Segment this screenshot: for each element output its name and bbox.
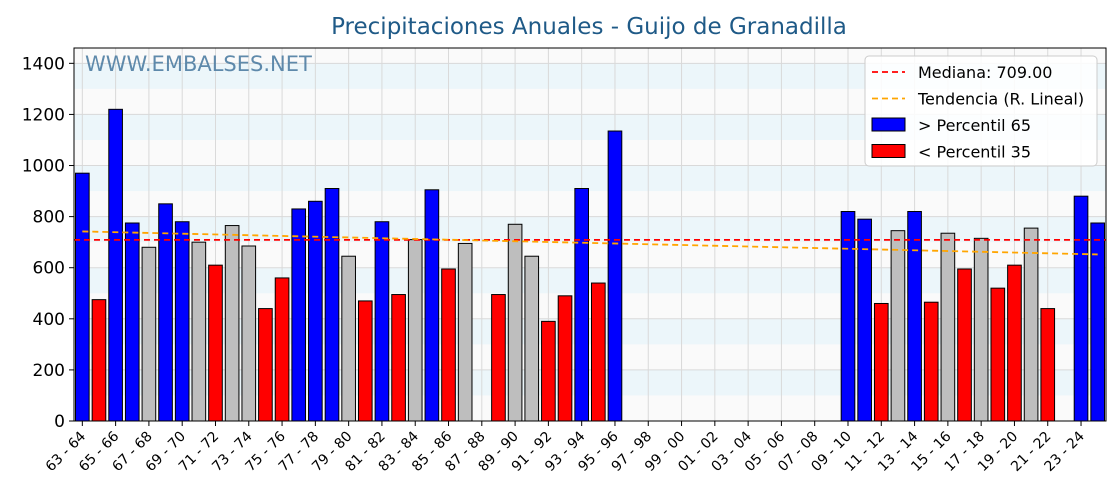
- bar-68-69: [158, 203, 173, 422]
- legend-label-median: Mediana: 709.00: [918, 63, 1052, 82]
- legend-box: [864, 55, 1098, 167]
- bar-94-95: [590, 282, 606, 422]
- bar-23-24: [1073, 195, 1089, 422]
- legend-label-trend: Tendencia (R. Lineal): [917, 90, 1084, 109]
- bar-64-65: [91, 299, 107, 422]
- bar-09-10: [840, 211, 856, 422]
- bar-15-16: [940, 232, 956, 422]
- bar-86-87: [457, 242, 473, 422]
- y-tick-label: 400: [33, 310, 65, 330]
- legend-label-high: > Percentil 65: [918, 116, 1031, 135]
- bar-67-68: [141, 246, 157, 422]
- bar-80-81: [357, 300, 373, 422]
- y-tick-label: 1000: [22, 157, 65, 177]
- y-tick-label: 1400: [22, 54, 65, 74]
- bar-91-92: [541, 320, 556, 422]
- y-tick-label: 1200: [22, 105, 65, 125]
- bar-16-17: [957, 268, 972, 422]
- bar-79-80: [341, 255, 356, 422]
- chart-title: Precipitaciones Anuales - Guijo de Grana…: [331, 14, 847, 40]
- bar-74-75: [258, 308, 273, 422]
- bar-20-21: [1023, 227, 1039, 422]
- legend-swatch-low: [871, 144, 906, 158]
- legend-swatch-high: [871, 117, 906, 132]
- bar-70-71: [191, 241, 207, 422]
- bar-24-25: [1090, 222, 1106, 422]
- watermark: WWW.EMBALSES.NET: [85, 52, 312, 76]
- bar-19-20: [1007, 264, 1022, 422]
- bar-85-86: [441, 268, 456, 422]
- y-tick-label: 800: [33, 208, 65, 228]
- bar-75-76: [274, 277, 290, 422]
- y-tick-label: 0: [54, 412, 65, 432]
- bar-11-12: [873, 302, 889, 422]
- bar-18-19: [990, 287, 1006, 422]
- bar-73-74: [241, 245, 257, 422]
- legend: Mediana: 709.00 Tendencia (R. Lineal) > P…: [864, 55, 1098, 167]
- bar-92-93: [557, 295, 573, 422]
- legend-label-low: < Percentil 35: [918, 143, 1031, 162]
- bar-89-90: [507, 223, 523, 422]
- bar-63-64: [74, 172, 90, 422]
- bar-66-67: [124, 222, 140, 422]
- bar-83-84: [407, 239, 423, 422]
- bar-12-13: [890, 230, 906, 422]
- bar-21-22: [1040, 308, 1056, 422]
- bar-13-14: [907, 211, 922, 422]
- bar-69-70: [174, 221, 190, 422]
- background-band: [74, 165, 1106, 192]
- bar-71-72: [208, 264, 223, 422]
- plot-frame: [73, 47, 1107, 422]
- bar-14-15: [923, 301, 939, 422]
- bar-78-79: [324, 188, 340, 422]
- bar-81-82: [374, 221, 390, 422]
- bar-77-78: [308, 200, 323, 422]
- bar-82-83: [391, 294, 406, 422]
- reference-lines: [74, 230, 1106, 256]
- background-band: [74, 216, 1106, 243]
- y-axis: 0 200 400 600 800 1000 1200 1400: [22, 54, 74, 432]
- bar-95-96: [607, 130, 623, 422]
- bar-65-66: [108, 108, 123, 422]
- bar-17-18: [973, 237, 989, 422]
- bar-90-91: [524, 255, 540, 422]
- y-tick-label: 200: [33, 361, 65, 381]
- bar-93-94: [574, 188, 590, 422]
- bar-84-85: [424, 189, 440, 422]
- bar-72-73: [224, 225, 240, 422]
- bar-88-89: [491, 294, 506, 422]
- y-tick-label: 600: [33, 259, 65, 279]
